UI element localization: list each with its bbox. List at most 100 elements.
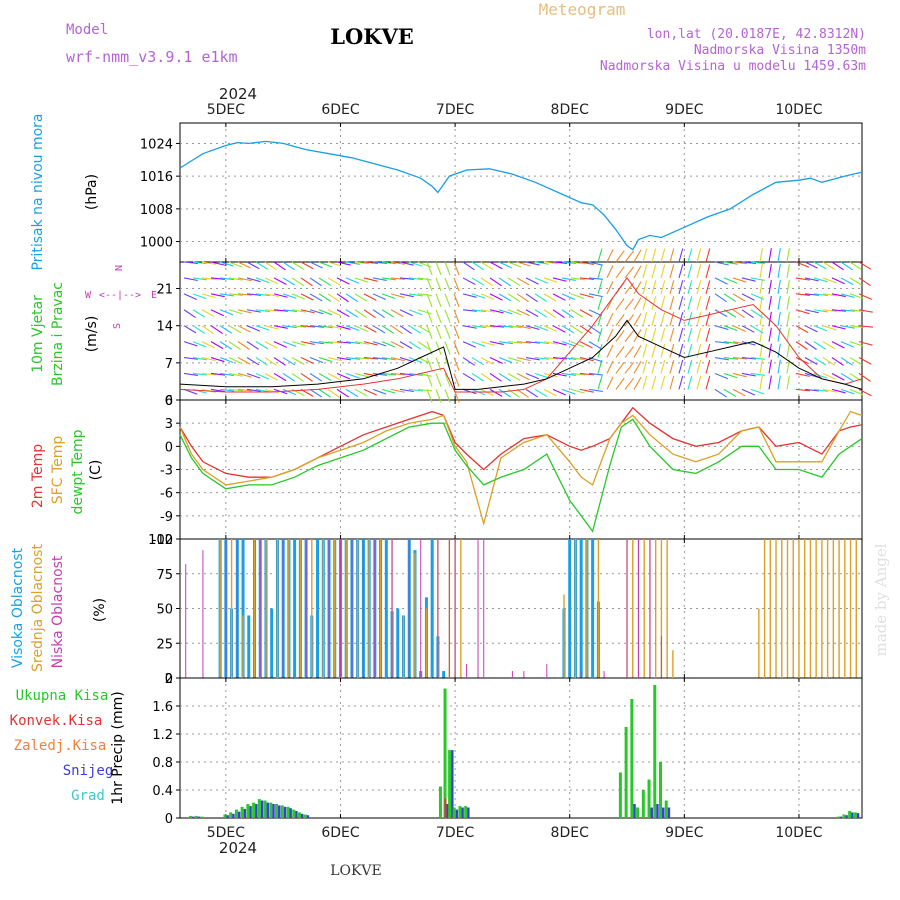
wind-barb-69 (804, 388, 819, 392)
wind-barb-535 (210, 277, 225, 280)
wind-barb-337 (480, 325, 495, 328)
wind-barb-239 (282, 341, 297, 347)
wind-barb-545 (300, 277, 313, 287)
wind-barb-567 (498, 277, 511, 287)
wind-barb-656 (615, 250, 625, 263)
wind-barb-185 (480, 357, 494, 365)
wind-barb-241 (300, 341, 315, 346)
wind-barb-77 (192, 372, 207, 376)
wind-barb-522 (777, 279, 781, 294)
wind-barb-607 (858, 277, 871, 287)
wind-barb-25 (408, 388, 423, 392)
wind-barb-554 (381, 277, 396, 281)
wind-barb-243 (318, 341, 333, 344)
wind-barb-213 (732, 356, 747, 360)
precip-bar-snow-26 (633, 804, 636, 818)
cloud-bar-mid-12 (356, 539, 359, 678)
wind-barb-117 (552, 372, 567, 377)
wind-barb-561 (444, 277, 451, 292)
wind-barb-335 (462, 325, 477, 329)
precip-bar-total-34 (842, 814, 846, 818)
cloud-bar-mid-14 (379, 539, 382, 678)
wind-barb-565 (480, 277, 493, 287)
precip-bar-total-4 (229, 812, 233, 818)
cloud-bar-mid-25 (586, 539, 588, 678)
wind-barb-165 (300, 357, 314, 365)
wind-barb-367 (750, 325, 764, 334)
wind-barb-605 (840, 277, 854, 286)
cloud-bar-mid-3 (253, 539, 256, 678)
cloud-bar-mid-7 (299, 539, 302, 678)
ytick-label-temperature-2: -6 (160, 487, 173, 502)
precip-bar-total-8 (252, 802, 256, 818)
wind-barb-423 (570, 309, 584, 318)
wind-barb-491 (498, 293, 512, 302)
wind-barb-489 (480, 293, 495, 300)
t2m-ylabel: 2m Temp (30, 444, 46, 508)
wind-barb-660 (651, 248, 657, 263)
wind-barb-301 (840, 341, 855, 348)
wind-barb-143 (786, 359, 790, 374)
wind-barb-113 (516, 372, 530, 381)
cloud-bar-low-1 (202, 550, 204, 678)
wind-barb-308 (219, 325, 233, 334)
cloud-bar-low-9 (351, 539, 353, 678)
wind-barb-44 (579, 388, 594, 393)
precip-bar-snow-36 (856, 813, 860, 818)
wind-barb-463 (246, 293, 261, 296)
cloud-bar-mid-50 (838, 539, 840, 678)
wind-barb-486 (453, 293, 460, 308)
cloud-bar-high-37 (430, 539, 434, 678)
wind-barb-214 (741, 356, 756, 360)
wind-barb-389 (264, 309, 279, 312)
wind-barb-516 (723, 293, 737, 302)
cloud-bar-low-6 (305, 539, 307, 678)
wind-barb-133 (696, 359, 702, 374)
cloud-bar-mid-1 (230, 539, 233, 678)
wind-barb-383 (210, 309, 224, 317)
wind-barb-597 (768, 264, 772, 279)
wind-barb-575 (570, 277, 585, 281)
wind-barb-240 (291, 341, 306, 346)
wind-barb-632 (399, 261, 414, 266)
precip-bar-total-13 (280, 805, 284, 818)
temp-line-dew (179, 418, 863, 533)
wind-barb-228 (183, 341, 198, 347)
cloud-bar-low-0 (185, 564, 187, 678)
wind-barb-326 (381, 325, 395, 334)
wind-ylabel-sub: Brzina i Pravac (50, 282, 66, 386)
wind-barb-62 (741, 388, 756, 396)
wind-barb-479 (390, 293, 405, 299)
wind-barb-425 (588, 309, 602, 317)
wind-barb-51 (642, 375, 648, 390)
wind-barb-406 (417, 309, 432, 315)
wind-barb-501 (588, 293, 603, 298)
wind-barb-263 (498, 341, 513, 345)
wind-barb-550 (345, 277, 360, 284)
wind-barb-174 (381, 356, 396, 361)
wind-barb-434 (669, 296, 675, 310)
precip-bar-snow-6 (243, 808, 247, 818)
ytick-label-wind-2: 14 (156, 320, 173, 335)
precip-bar-snow-10 (266, 802, 269, 818)
wind-barb-45 (588, 388, 603, 393)
wind-barb-168 (327, 357, 342, 362)
wind-barb-330 (417, 325, 431, 334)
wind-barb-248 (363, 341, 378, 346)
day-label-top-5: 10DEC (775, 102, 822, 118)
wind-barb-87 (282, 373, 296, 382)
wind-barb-63 (750, 388, 765, 395)
wind-barb-592 (723, 277, 738, 284)
cloud-bar-high-45 (591, 539, 595, 678)
wind-barb-277 (624, 330, 635, 342)
wind-barb-681 (840, 261, 853, 271)
wind-barb-414 (489, 309, 504, 314)
wind-barb-276 (615, 329, 625, 342)
cloud-bar-mid-34 (666, 539, 668, 678)
wind-barb-370 (777, 311, 781, 326)
cloud-bar-low-4 (259, 539, 261, 678)
wind-barb-253 (408, 341, 422, 350)
lonlat-text: lon,lat (20.0187E, 42.8312N) (647, 27, 866, 42)
wind-barb-54 (669, 375, 675, 390)
